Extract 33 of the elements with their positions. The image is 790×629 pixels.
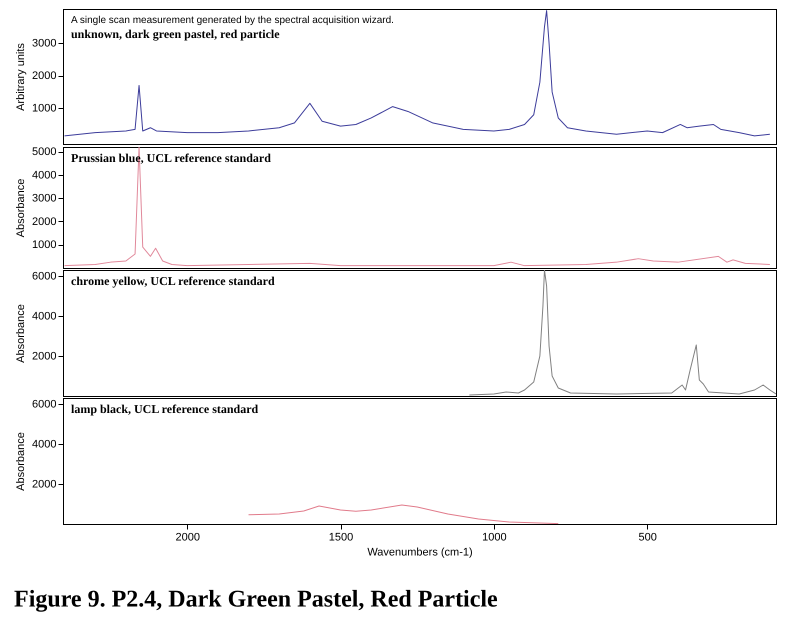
y-tick-label: 1000 [32,239,56,252]
y-tick-label: 1000 [32,102,56,115]
y-tick-label: 4000 [32,169,56,182]
y-tick-label: 3000 [32,192,56,205]
y-axis-title: Absorbance [15,304,28,363]
y-tick-label: 2000 [32,478,56,490]
line-series [64,10,770,136]
y-tick-label: 5000 [32,146,56,158]
y-axis-title: Absorbance [15,178,28,238]
y-tick-label: 6000 [32,398,56,410]
y-tick-label: 2000 [32,70,56,82]
chart-title: chrome yellow, UCL reference standard [71,274,275,288]
annotation: A single scan measurement generated by the spectral acquisition wizard. [71,15,394,26]
x-tick-label: 500 [638,532,657,544]
x-tick-label: 1000 [482,532,507,544]
chart-title: lamp black, UCL reference standard [71,402,259,416]
y-tick-label: 4000 [32,310,56,322]
y-axis-title: Arbitrary units [15,42,28,111]
line-series [248,504,559,524]
x-tick-label: 2000 [175,532,200,544]
y-tick-label: 4000 [32,438,56,450]
y-tick-label: 2000 [32,350,56,362]
text: unknown, dark green pastel, red particle [71,27,280,41]
y-tick-label: 3000 [32,38,56,50]
y-tick-label: 2000 [32,216,56,228]
chart-title: Prussian blue, UCL reference standard [71,151,272,165]
y-axis-title: Absorbance [15,432,28,491]
line-series [468,270,776,396]
x-axis-title: Wavenumbers (cm-1) [367,546,473,558]
caption: Figure 9. P2.4, Dark Green Pastel, Red Particle [14,586,498,612]
x-tick-label: 1500 [328,532,354,544]
y-tick-label: 6000 [32,270,56,282]
line-series [64,147,770,266]
